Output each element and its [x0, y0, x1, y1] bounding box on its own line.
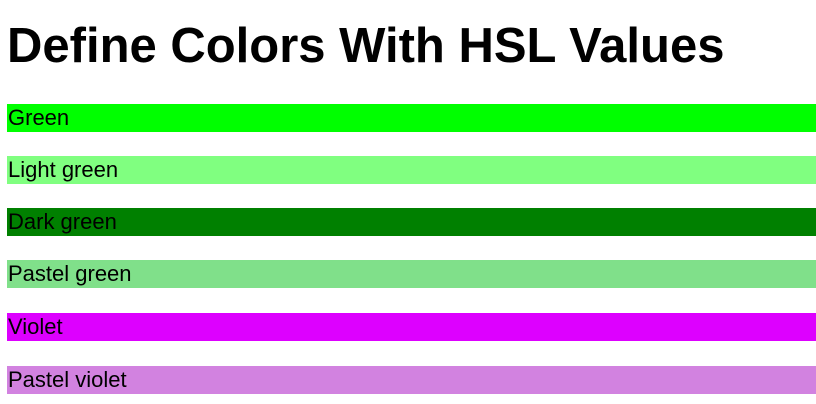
swatch-label: Dark green [8, 209, 117, 234]
page-title: Define Colors With HSL Values [7, 19, 725, 73]
swatch-label: Pastel violet [8, 367, 127, 392]
swatch-label: Light green [8, 157, 119, 182]
swatch-green: Green [7, 104, 816, 132]
swatch-light-green: Light green [7, 156, 816, 184]
swatch-label: Violet [8, 314, 63, 339]
swatch-pastel-green: Pastel green [7, 260, 816, 288]
swatch-dark-green: Dark green [7, 208, 816, 236]
swatch-label: Pastel green [8, 261, 132, 286]
swatch-violet: Violet [7, 313, 816, 341]
swatch-pastel-violet: Pastel violet [7, 366, 816, 394]
swatch-label: Green [8, 105, 70, 130]
